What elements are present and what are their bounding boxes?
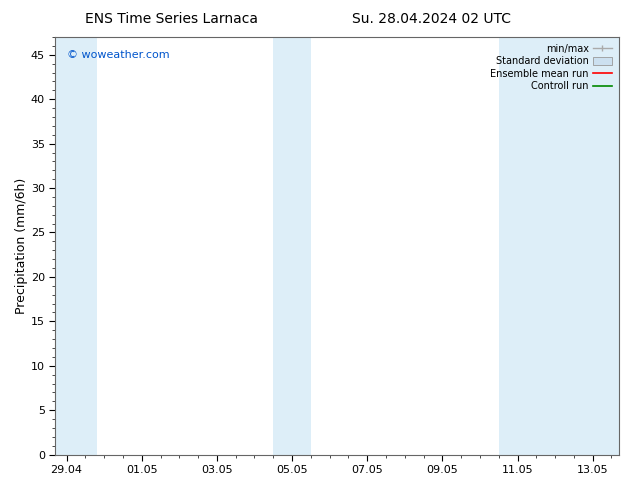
Bar xyxy=(273,37,311,455)
Text: © woweather.com: © woweather.com xyxy=(67,49,169,60)
Bar xyxy=(55,37,96,455)
Text: Su. 28.04.2024 02 UTC: Su. 28.04.2024 02 UTC xyxy=(352,12,510,26)
Y-axis label: Precipitation (mm/6h): Precipitation (mm/6h) xyxy=(15,178,28,314)
Bar xyxy=(499,37,619,455)
Text: ENS Time Series Larnaca: ENS Time Series Larnaca xyxy=(85,12,257,26)
Legend: min/max, Standard deviation, Ensemble mean run, Controll run: min/max, Standard deviation, Ensemble me… xyxy=(488,42,614,93)
